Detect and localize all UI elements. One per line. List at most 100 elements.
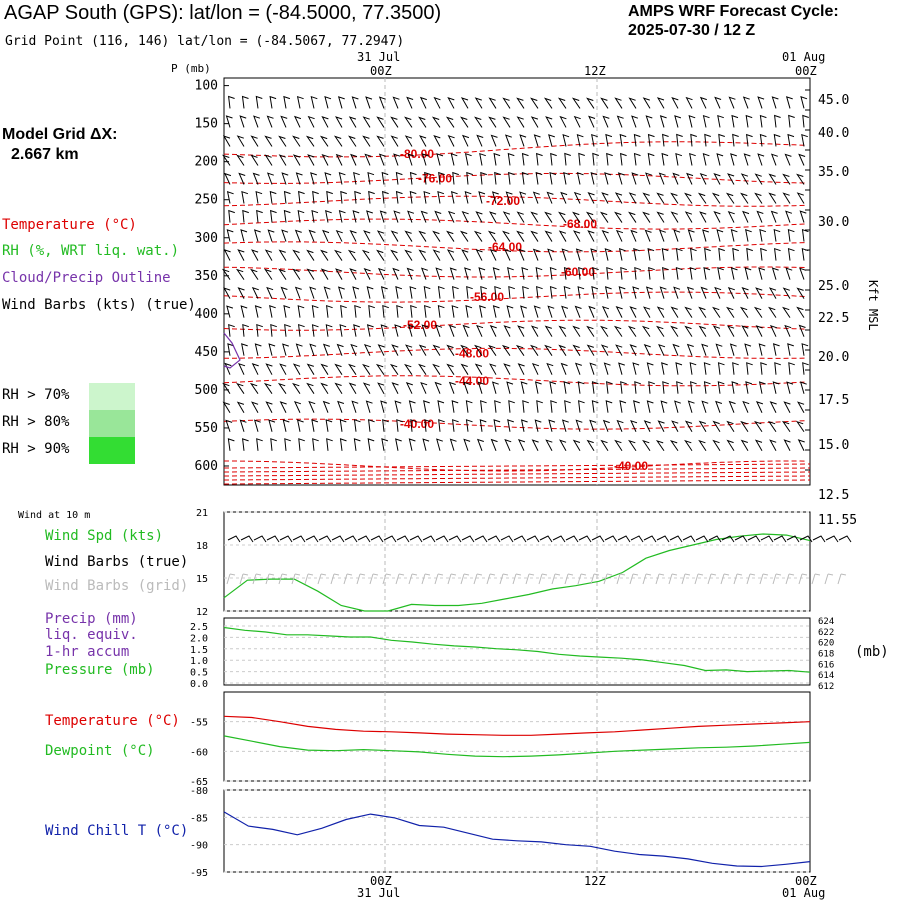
wind-barb (278, 268, 287, 280)
wind-barb (686, 172, 694, 185)
wind-barb (774, 247, 781, 261)
wind-barb (740, 173, 749, 185)
wind-barb-grid (590, 573, 600, 585)
wind-barb-grid (746, 573, 756, 585)
wind-barb (348, 116, 357, 128)
wind-barb (620, 381, 627, 394)
wind-barb (656, 97, 665, 109)
wind-barb (743, 153, 751, 166)
wind-barb (690, 381, 697, 394)
wind-barb (746, 133, 753, 147)
wind-barb-true (422, 535, 436, 543)
wind-barb (464, 267, 471, 280)
wind-barb (433, 96, 441, 109)
precip-tick-label: 0.5 (190, 668, 208, 679)
wind-barb (420, 210, 428, 223)
wind-barb (715, 343, 723, 356)
wind-barb (544, 344, 553, 356)
wind-barb (377, 344, 385, 356)
wind-barb (333, 135, 343, 147)
wind-barb (475, 211, 483, 223)
temperature-tick-label: -65 (190, 777, 208, 788)
wind-barb (576, 172, 584, 185)
top-tick-00z-1: 00Z (370, 64, 392, 78)
wind-barb (717, 114, 724, 128)
wind-barb (364, 153, 372, 166)
wind-barb (406, 96, 414, 109)
pressure-tick-label: 350 (195, 269, 218, 284)
wind-barb (296, 95, 304, 109)
wind-barb (279, 401, 287, 413)
wind-barb (647, 152, 655, 166)
wind-barb (744, 343, 752, 356)
wind-barb (561, 248, 569, 261)
temperature-contour (223, 266, 807, 278)
wind-barb (292, 363, 301, 375)
temp-panel-frame (223, 691, 811, 782)
wind-barb (728, 400, 736, 413)
wind-barb (698, 325, 707, 337)
wind-barb (740, 420, 749, 433)
wind-barb (366, 210, 373, 223)
wind-barb-grid (655, 573, 665, 585)
wind-barb (712, 439, 721, 452)
wind-barb (502, 211, 511, 223)
wind-barb (306, 382, 315, 394)
wind-barb (769, 439, 777, 452)
wind-barb-true (279, 535, 293, 543)
wind-barb (405, 382, 413, 394)
wind-barb (404, 135, 413, 147)
wind-barb (349, 268, 357, 280)
wind-barb (633, 400, 640, 413)
wind-barb (658, 172, 666, 185)
wind-barb (573, 115, 581, 128)
wind-barb (435, 267, 443, 280)
wind-barb (725, 192, 735, 204)
wind-barb (628, 211, 637, 223)
wind-barb (726, 420, 735, 433)
wind-barb (674, 115, 682, 128)
precip-tick-label: 2.0 (190, 633, 208, 644)
wind-barb (586, 344, 595, 356)
wind-barb (589, 362, 597, 375)
wind-barb (311, 304, 319, 318)
wind-barb (535, 266, 543, 280)
wind-barb (727, 325, 735, 337)
bottom-tick-00z-2: 00Z (795, 874, 817, 888)
wind-barb-grid (460, 573, 470, 585)
wind-barb (690, 247, 697, 261)
pressure-tick-label-right: 616 (818, 660, 834, 670)
wind-barb (438, 171, 445, 185)
wind-barb (376, 116, 385, 128)
wind-barb (521, 267, 529, 280)
wind-barb-grid (343, 573, 353, 585)
wind-barb (222, 154, 231, 166)
precip-tick-label: 1.0 (190, 656, 208, 667)
wind-barb-true (578, 535, 592, 543)
wind-barb (716, 229, 724, 242)
wind-barb (297, 305, 305, 318)
wind-barb-grid (421, 573, 431, 585)
wind-barb (493, 419, 501, 432)
wind-barb (239, 115, 247, 128)
wind-barb (492, 267, 500, 280)
wind-barb-grid (486, 573, 496, 585)
wind-barb (464, 152, 472, 166)
wind-barb (294, 229, 302, 242)
pressure-tick-label: 600 (195, 459, 218, 474)
wind-barb (335, 153, 343, 166)
wind-barb (713, 211, 721, 223)
wind-barb (656, 306, 665, 318)
wind-barb (645, 172, 653, 185)
wind-barb-grid (811, 573, 821, 585)
wind-barb (381, 438, 389, 451)
wind-barb (606, 381, 613, 394)
wind-barb (322, 343, 330, 356)
wind-barb (702, 114, 710, 128)
wind-barb (758, 343, 766, 356)
wind-barb (488, 116, 497, 128)
wind-barb-grid (616, 573, 626, 585)
wind-barb (549, 381, 557, 394)
wind-barb (781, 420, 791, 433)
wind-barb (592, 266, 599, 280)
